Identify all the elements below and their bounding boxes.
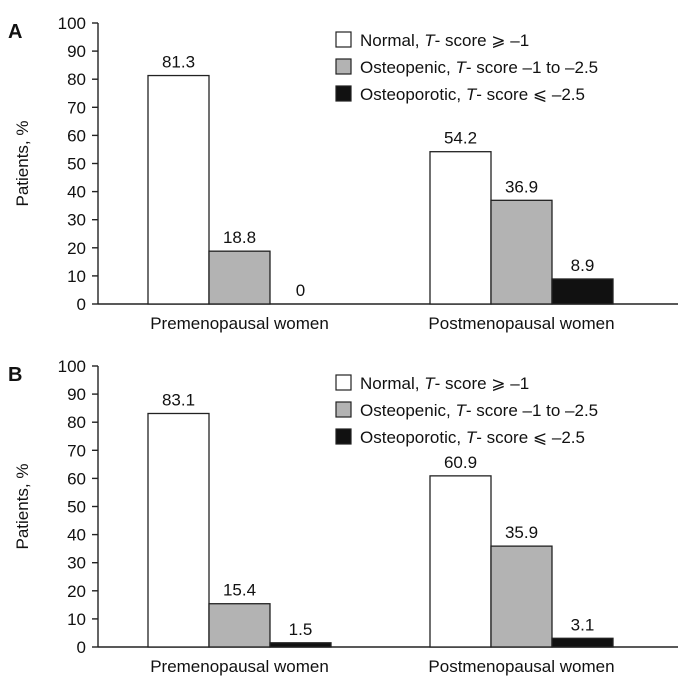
y-tick-label: 0 (77, 295, 86, 314)
data-label: 35.9 (505, 523, 538, 542)
y-tick-label: 50 (67, 498, 86, 517)
bar (147, 412, 210, 648)
legend-label-italic: T (455, 401, 467, 420)
legend-label: Osteopenic, T- score –1 to –2.5 (360, 58, 598, 77)
data-label: 15.4 (223, 581, 256, 600)
legend-label-italic: T (466, 85, 478, 104)
y-tick-label: 60 (67, 126, 86, 145)
y-tick-label: 100 (58, 14, 86, 33)
legend-label-suffix: - score ⩽ –2.5 (476, 428, 585, 447)
data-label: 8.9 (571, 256, 595, 275)
y-tick-label: 60 (67, 469, 86, 488)
bar (490, 545, 553, 648)
data-label: 36.9 (505, 177, 538, 196)
y-tick-label: 90 (67, 385, 86, 404)
y-tick-label: 50 (67, 155, 86, 174)
bar (147, 74, 210, 305)
legend-label-suffix: - score ⩽ –2.5 (476, 85, 585, 104)
legend-label-suffix: - score –1 to –2.5 (466, 401, 598, 420)
y-tick-label: 70 (67, 441, 86, 460)
legend-swatch (335, 401, 352, 418)
y-tick-label: 20 (67, 582, 86, 601)
data-label: 83.1 (162, 390, 195, 409)
y-tick-label: 0 (77, 638, 86, 657)
legend-label-prefix: Normal, (360, 31, 424, 50)
legend-label-prefix: Normal, (360, 374, 424, 393)
data-label: 3.1 (571, 615, 595, 634)
legend-label-suffix: - score ⩾ –1 (435, 374, 530, 393)
y-tick-label: 40 (67, 526, 86, 545)
legend-label-prefix: Osteoporotic, (360, 428, 466, 447)
bar (208, 603, 271, 648)
legend-label: Osteoporotic, T- score ⩽ –2.5 (360, 85, 585, 104)
y-tick-label: 20 (67, 239, 86, 258)
data-label: 60.9 (444, 453, 477, 472)
legend-label-italic: T (455, 58, 467, 77)
y-tick-label: 70 (67, 98, 86, 117)
legend-label-italic: T (424, 374, 436, 393)
legend-label-prefix: Osteopenic, (360, 58, 455, 77)
y-tick-label: 10 (67, 267, 86, 286)
bar (269, 642, 332, 648)
legend-swatch (335, 428, 352, 445)
x-category-label: Postmenopausal women (428, 314, 614, 333)
data-label: 81.3 (162, 53, 195, 72)
legend-label: Normal, T- score ⩾ –1 (360, 374, 529, 393)
y-tick-label: 80 (67, 413, 86, 432)
legend-label-italic: T (424, 31, 436, 50)
y-axis-label: Patients, % (13, 464, 32, 550)
y-tick-label: 40 (67, 183, 86, 202)
data-label: 0 (296, 281, 305, 300)
x-category-label: Premenopausal women (150, 314, 329, 333)
legend-label-italic: T (466, 428, 478, 447)
bar (429, 475, 492, 648)
data-label: 18.8 (223, 228, 256, 247)
data-label: 54.2 (444, 129, 477, 148)
legend-label-suffix: - score ⩾ –1 (435, 31, 530, 50)
x-category-label: Postmenopausal women (428, 657, 614, 676)
y-tick-label: 100 (58, 357, 86, 376)
legend-label-prefix: Osteopenic, (360, 401, 455, 420)
legend-label: Normal, T- score ⩾ –1 (360, 31, 529, 50)
legend-swatch (335, 85, 352, 102)
data-label: 1.5 (289, 620, 313, 639)
bar (429, 151, 492, 305)
legend-swatch (335, 58, 352, 75)
bar (551, 637, 614, 648)
y-tick-label: 90 (67, 42, 86, 61)
y-axis-label: Patients, % (13, 121, 32, 207)
legend-label-suffix: - score –1 to –2.5 (466, 58, 598, 77)
panel-letter-a: A (8, 21, 22, 43)
bar (551, 278, 614, 305)
legend-label: Osteopenic, T- score –1 to –2.5 (360, 401, 598, 420)
legend-label: Osteoporotic, T- score ⩽ –2.5 (360, 428, 585, 447)
legend-swatch (335, 374, 352, 391)
y-tick-label: 80 (67, 70, 86, 89)
bar (490, 199, 553, 305)
panel-letter-b: B (8, 364, 22, 386)
legend-swatch (335, 31, 352, 48)
legend-label-prefix: Osteoporotic, (360, 85, 466, 104)
y-tick-label: 10 (67, 610, 86, 629)
y-tick-label: 30 (67, 211, 86, 230)
bar (208, 250, 271, 305)
x-category-label: Premenopausal women (150, 657, 329, 676)
y-tick-label: 30 (67, 554, 86, 573)
